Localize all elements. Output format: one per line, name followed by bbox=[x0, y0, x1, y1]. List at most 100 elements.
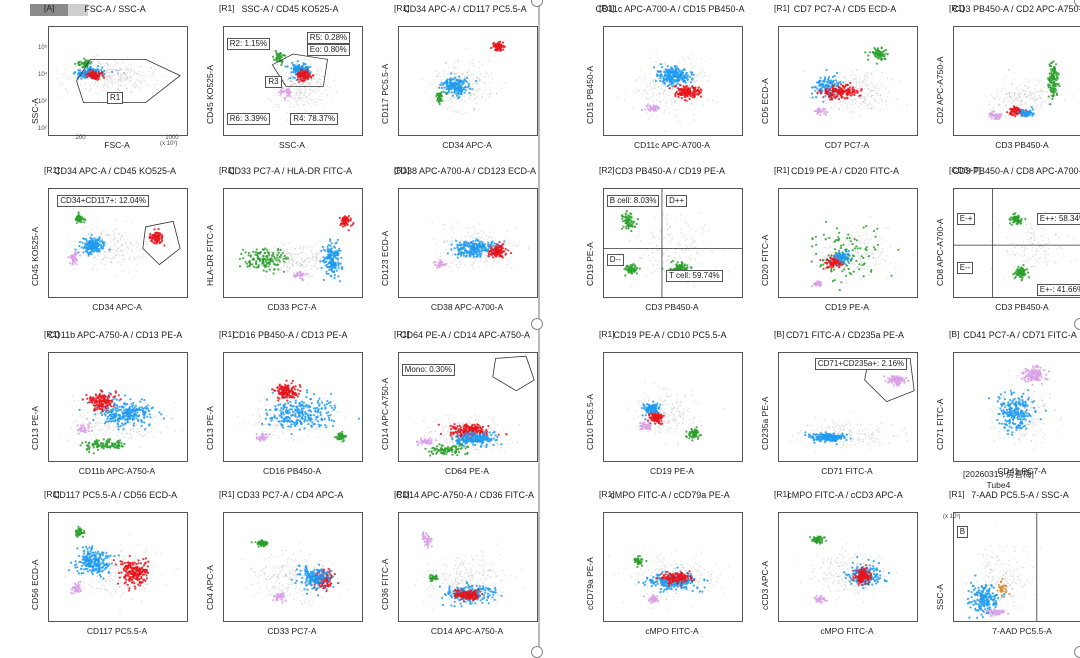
event-dot bbox=[455, 83, 458, 86]
event-dot bbox=[113, 256, 116, 259]
event-dot bbox=[706, 80, 709, 82]
event-dot bbox=[1055, 92, 1058, 95]
event-dot bbox=[336, 248, 338, 251]
event-dot bbox=[94, 73, 97, 76]
event-dot bbox=[672, 65, 674, 67]
event-dot bbox=[304, 58, 306, 61]
event-dot bbox=[98, 218, 100, 221]
event-dot bbox=[458, 75, 461, 78]
event-dot bbox=[453, 260, 456, 262]
event-dot bbox=[108, 71, 110, 74]
gate-polygon[interactable] bbox=[142, 220, 181, 266]
event-dot bbox=[658, 93, 661, 95]
event-dot bbox=[279, 269, 281, 272]
event-dot bbox=[451, 240, 453, 242]
event-dot bbox=[451, 94, 454, 97]
plot-area[interactable] bbox=[398, 26, 538, 136]
event-dot bbox=[444, 62, 446, 65]
gate-region-value: 0.28% bbox=[324, 33, 348, 43]
event-dot bbox=[528, 248, 530, 250]
event-dot bbox=[469, 80, 471, 82]
event-dot bbox=[695, 90, 699, 93]
event-dot bbox=[638, 90, 640, 92]
event-dot bbox=[654, 78, 657, 81]
event-dot bbox=[287, 78, 290, 80]
gate-separator: : bbox=[319, 45, 325, 55]
event-dot bbox=[439, 99, 442, 102]
event-dot bbox=[277, 249, 280, 252]
event-dot bbox=[299, 73, 302, 76]
event-dot bbox=[870, 89, 873, 91]
event-dot bbox=[284, 73, 286, 75]
event-dot bbox=[827, 81, 830, 84]
event-dot bbox=[1044, 101, 1046, 103]
event-dot bbox=[329, 274, 332, 277]
event-dot bbox=[455, 264, 457, 266]
event-dot bbox=[309, 82, 311, 84]
event-dot bbox=[658, 65, 660, 67]
event-dot bbox=[1009, 113, 1012, 116]
event-dot bbox=[309, 65, 312, 68]
event-dot bbox=[988, 115, 991, 118]
event-dot bbox=[316, 253, 318, 255]
event-dot bbox=[85, 237, 88, 241]
event-dot bbox=[335, 269, 338, 272]
plot-area[interactable] bbox=[603, 26, 743, 136]
event-dot bbox=[846, 106, 848, 109]
event-dot bbox=[104, 78, 107, 80]
plot-area[interactable] bbox=[953, 26, 1080, 136]
event-dot bbox=[1041, 83, 1044, 86]
event-dot bbox=[854, 99, 856, 101]
event-dot bbox=[102, 85, 105, 87]
plot-area[interactable] bbox=[223, 188, 363, 298]
event-dot bbox=[641, 108, 644, 111]
event-dot bbox=[326, 84, 329, 86]
event-dot bbox=[694, 75, 697, 77]
event-dot bbox=[856, 69, 858, 71]
plot-panel-4: CD11c APC-A700-A / CD15 PB450-A [R1] CD11c… bbox=[585, 3, 745, 162]
plot-area[interactable]: R2: 1.15% R5: 0.28% Eo: 0.80% R3 R6: 3.39% R4… bbox=[223, 26, 363, 136]
gate-polygon[interactable] bbox=[76, 59, 181, 103]
event-dot bbox=[98, 62, 100, 64]
event-dot bbox=[67, 77, 69, 79]
event-dot bbox=[278, 91, 281, 94]
plot-area[interactable]: CD34+CD117+: 12.04% bbox=[48, 188, 188, 298]
event-dot bbox=[836, 71, 839, 75]
event-dot bbox=[335, 85, 337, 87]
event-dot bbox=[828, 87, 832, 90]
event-dot bbox=[278, 270, 280, 272]
event-dot bbox=[632, 107, 634, 109]
event-dot bbox=[1019, 103, 1022, 105]
event-dot bbox=[111, 70, 114, 73]
event-dot bbox=[847, 87, 850, 91]
event-dot bbox=[864, 78, 866, 80]
event-dot bbox=[301, 264, 303, 267]
event-dot bbox=[855, 82, 857, 85]
event-dot bbox=[1024, 93, 1026, 95]
event-dot bbox=[273, 58, 276, 61]
gate-polygon[interactable] bbox=[271, 53, 328, 87]
event-dot bbox=[1029, 94, 1032, 96]
plot-area[interactable] bbox=[778, 26, 918, 136]
event-dot bbox=[447, 73, 449, 75]
event-dot bbox=[669, 75, 672, 78]
event-dot bbox=[277, 251, 280, 254]
event-dot bbox=[635, 91, 637, 93]
event-dot bbox=[303, 104, 305, 106]
event-dot bbox=[140, 65, 142, 68]
event-dot bbox=[460, 77, 462, 80]
plot-area[interactable] bbox=[398, 188, 538, 298]
event-dot bbox=[1026, 91, 1028, 93]
event-dot bbox=[108, 250, 110, 252]
event-dot bbox=[268, 97, 270, 99]
event-dot bbox=[816, 81, 819, 84]
event-dot bbox=[1053, 66, 1056, 70]
event-dot bbox=[276, 263, 280, 266]
event-dot bbox=[880, 47, 883, 50]
event-dot bbox=[327, 77, 329, 80]
event-dot bbox=[295, 101, 298, 103]
plot-area[interactable]: R1 bbox=[48, 26, 188, 136]
event-dot bbox=[270, 251, 272, 253]
event-dot bbox=[127, 77, 129, 80]
event-dot bbox=[1008, 99, 1011, 101]
